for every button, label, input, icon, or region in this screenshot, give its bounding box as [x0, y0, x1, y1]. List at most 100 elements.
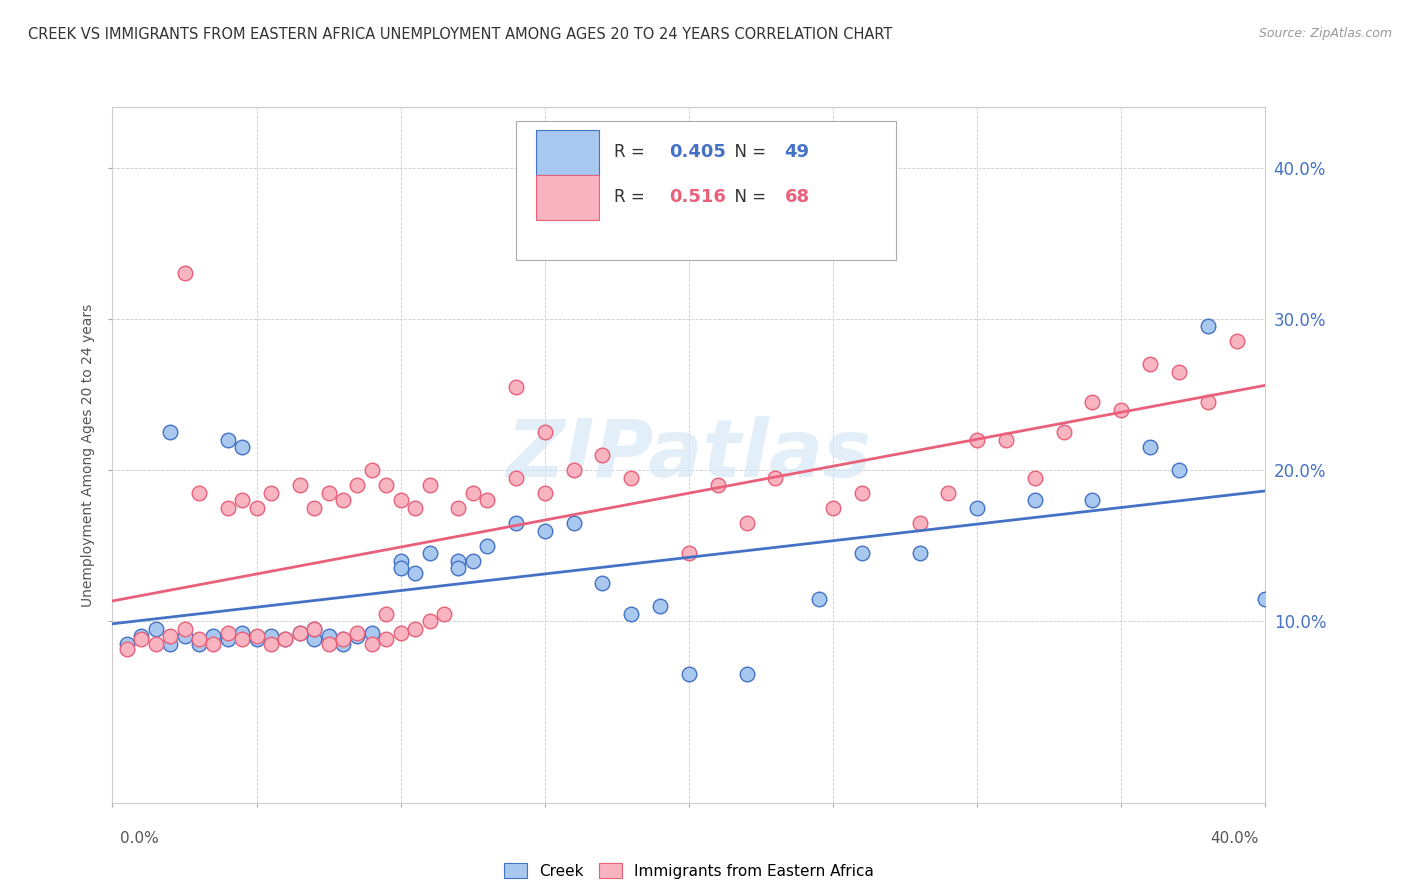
Point: [475, 539, 499, 553]
Point: [505, 470, 527, 484]
Point: [188, 485, 211, 500]
Point: [995, 433, 1018, 447]
Point: [129, 632, 153, 647]
Point: [260, 637, 283, 651]
Point: [360, 463, 382, 477]
Point: [765, 470, 787, 484]
Point: [1024, 470, 1046, 484]
Point: [1139, 357, 1161, 371]
Point: [375, 632, 398, 647]
Text: ZIPatlas: ZIPatlas: [506, 416, 872, 494]
Point: [404, 622, 426, 636]
Point: [735, 667, 758, 681]
Text: N =: N =: [724, 188, 770, 206]
Point: [389, 493, 412, 508]
Point: [231, 493, 253, 508]
FancyBboxPatch shape: [516, 121, 897, 260]
Point: [288, 626, 311, 640]
Point: [1111, 402, 1133, 417]
Point: [274, 632, 297, 647]
Point: [274, 632, 297, 647]
Point: [217, 433, 239, 447]
Point: [360, 637, 382, 651]
Point: [678, 546, 700, 560]
Point: [217, 626, 239, 640]
Point: [447, 554, 470, 568]
Point: [447, 500, 470, 515]
Point: [173, 267, 195, 281]
Point: [246, 632, 269, 647]
Point: [288, 626, 311, 640]
Point: [145, 622, 167, 636]
Point: [534, 425, 557, 440]
Point: [188, 637, 211, 651]
Point: [188, 632, 211, 647]
Point: [461, 485, 484, 500]
Point: [562, 463, 585, 477]
Point: [908, 516, 931, 530]
Point: [650, 599, 672, 614]
Point: [217, 500, 239, 515]
Point: [260, 629, 283, 643]
Point: [159, 425, 181, 440]
Point: [908, 546, 931, 560]
Point: [851, 546, 873, 560]
Point: [332, 493, 354, 508]
Point: [1139, 441, 1161, 455]
Point: [389, 626, 412, 640]
FancyBboxPatch shape: [536, 175, 599, 220]
Point: [332, 637, 354, 651]
Text: 68: 68: [785, 188, 810, 206]
Point: [404, 566, 426, 580]
Point: [231, 441, 253, 455]
Text: 49: 49: [785, 144, 810, 161]
Point: [1197, 319, 1219, 334]
Point: [375, 478, 398, 492]
Point: [115, 637, 138, 651]
Text: Source: ZipAtlas.com: Source: ZipAtlas.com: [1258, 27, 1392, 40]
Point: [433, 607, 456, 621]
Point: [404, 500, 426, 515]
Point: [332, 632, 354, 647]
Point: [231, 632, 253, 647]
Text: 0.516: 0.516: [669, 188, 727, 206]
Point: [447, 561, 470, 575]
Point: [304, 500, 326, 515]
Text: 40.0%: 40.0%: [1211, 831, 1258, 846]
Point: [735, 516, 758, 530]
Point: [419, 615, 441, 629]
Point: [145, 637, 167, 651]
Point: [936, 485, 959, 500]
Point: [562, 516, 585, 530]
Y-axis label: Unemployment Among Ages 20 to 24 years: Unemployment Among Ages 20 to 24 years: [82, 303, 96, 607]
Point: [360, 626, 382, 640]
Point: [807, 591, 830, 606]
Point: [461, 554, 484, 568]
Point: [332, 632, 354, 647]
Point: [375, 607, 398, 621]
Point: [1024, 493, 1046, 508]
Text: R =: R =: [614, 188, 650, 206]
Point: [419, 478, 441, 492]
Point: [231, 626, 253, 640]
Legend: Creek, Immigrants from Eastern Africa: Creek, Immigrants from Eastern Africa: [503, 863, 875, 879]
Point: [620, 607, 643, 621]
Point: [304, 632, 326, 647]
Point: [129, 629, 153, 643]
Point: [1167, 463, 1189, 477]
Text: N =: N =: [724, 144, 770, 161]
Point: [1254, 591, 1277, 606]
Point: [346, 626, 368, 640]
Point: [115, 641, 138, 656]
Point: [304, 622, 326, 636]
Point: [1197, 395, 1219, 409]
Point: [1167, 365, 1189, 379]
Point: [1081, 395, 1104, 409]
Point: [389, 561, 412, 575]
Point: [505, 380, 527, 394]
Point: [318, 485, 340, 500]
Point: [821, 500, 844, 515]
Point: [159, 637, 181, 651]
Point: [346, 629, 368, 643]
Point: [173, 622, 195, 636]
